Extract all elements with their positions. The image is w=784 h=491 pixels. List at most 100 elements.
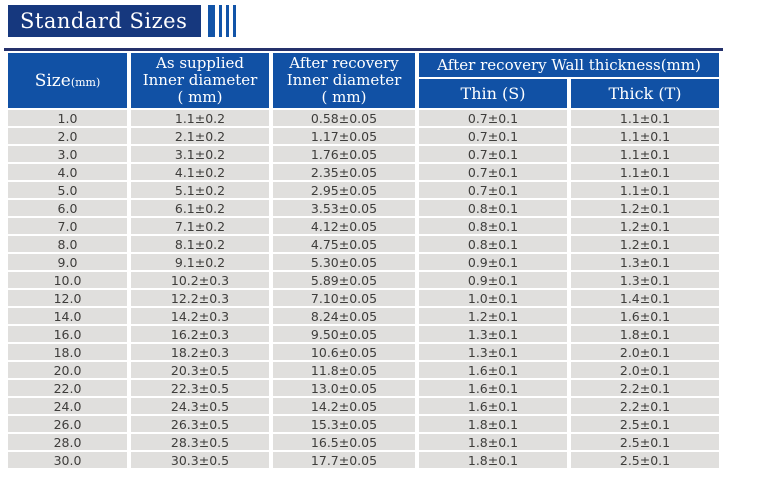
table-cell: 0.8±0.1 bbox=[419, 200, 567, 216]
table-cell: 8.24±0.05 bbox=[273, 308, 415, 324]
table-cell: 0.7±0.1 bbox=[419, 182, 567, 198]
table-cell: 9.1±0.2 bbox=[131, 254, 269, 270]
table-row: 9.0 9.1±0.2 5.30±0.05 0.9±0.1 1.3±0.1 bbox=[8, 254, 719, 270]
table-cell: 7.0 bbox=[8, 218, 127, 234]
table-cell: 28.3±0.5 bbox=[131, 434, 269, 450]
table-cell: 5.89±0.05 bbox=[273, 272, 415, 288]
table-cell: 1.2±0.1 bbox=[571, 218, 719, 234]
table-cell: 26.3±0.5 bbox=[131, 416, 269, 432]
header-line: ( mm) bbox=[177, 87, 223, 106]
table-cell: 16.0 bbox=[8, 326, 127, 342]
table-row: 20.0 20.3±0.5 11.8±0.05 1.6±0.1 2.0±0.1 bbox=[8, 362, 719, 378]
table-cell: 8.1±0.2 bbox=[131, 236, 269, 252]
column-header-thin: Thin (S) bbox=[419, 79, 567, 108]
table-cell: 1.2±0.1 bbox=[419, 308, 567, 324]
accent-bar bbox=[233, 5, 237, 37]
table-cell: 1.6±0.1 bbox=[419, 398, 567, 414]
accent-bar bbox=[208, 5, 216, 37]
accent-bar bbox=[219, 5, 223, 37]
table-cell: 18.2±0.3 bbox=[131, 344, 269, 360]
table-cell: 1.2±0.1 bbox=[571, 236, 719, 252]
table-cell: 1.6±0.1 bbox=[419, 380, 567, 396]
table-cell: 1.0±0.1 bbox=[419, 290, 567, 306]
table-cell: 2.1±0.2 bbox=[131, 128, 269, 144]
table-row: 2.0 2.1±0.2 1.17±0.05 0.7±0.1 1.1±0.1 bbox=[8, 128, 719, 144]
table-cell: 4.75±0.05 bbox=[273, 236, 415, 252]
table-cell: 2.2±0.1 bbox=[571, 380, 719, 396]
table-row: 10.0 10.2±0.3 5.89±0.05 0.9±0.1 1.3±0.1 bbox=[8, 272, 719, 288]
table-cell: 1.76±0.05 bbox=[273, 146, 415, 162]
table-cell: 15.3±0.05 bbox=[273, 416, 415, 432]
table-cell: 0.8±0.1 bbox=[419, 218, 567, 234]
table-cell: 1.8±0.1 bbox=[419, 416, 567, 432]
table-cell: 2.2±0.1 bbox=[571, 398, 719, 414]
table-cell: 26.0 bbox=[8, 416, 127, 432]
table-cell: 10.6±0.05 bbox=[273, 344, 415, 360]
column-header-as-supplied: As supplied Inner diameter ( mm) bbox=[131, 53, 269, 108]
table-cell: 24.3±0.5 bbox=[131, 398, 269, 414]
table-cell: 1.17±0.05 bbox=[273, 128, 415, 144]
table-row: 3.0 3.1±0.2 1.76±0.05 0.7±0.1 1.1±0.1 bbox=[8, 146, 719, 162]
title-banner: Standard Sizes bbox=[8, 5, 240, 37]
table-row: 26.0 26.3±0.5 15.3±0.05 1.8±0.1 2.5±0.1 bbox=[8, 416, 719, 432]
table-cell: 4.0 bbox=[8, 164, 127, 180]
table-cell: 1.1±0.1 bbox=[571, 164, 719, 180]
table-cell: 2.5±0.1 bbox=[571, 416, 719, 432]
table-row: 30.0 30.3±0.5 17.7±0.05 1.8±0.1 2.5±0.1 bbox=[8, 452, 719, 468]
table-cell: 0.8±0.1 bbox=[419, 236, 567, 252]
table-cell: 13.0±0.05 bbox=[273, 380, 415, 396]
table-cell: 4.12±0.05 bbox=[273, 218, 415, 234]
table-cell: 2.35±0.05 bbox=[273, 164, 415, 180]
table-cell: 5.0 bbox=[8, 182, 127, 198]
table-cell: 0.9±0.1 bbox=[419, 254, 567, 270]
table-cell: 1.1±0.1 bbox=[571, 182, 719, 198]
table-cell: 3.0 bbox=[8, 146, 127, 162]
table-row: 8.0 8.1±0.2 4.75±0.05 0.8±0.1 1.2±0.1 bbox=[8, 236, 719, 252]
table-cell: 9.0 bbox=[8, 254, 127, 270]
header-line: ( mm) bbox=[321, 87, 367, 106]
table-cell: 1.6±0.1 bbox=[571, 308, 719, 324]
table-row: 22.0 22.3±0.5 13.0±0.05 1.6±0.1 2.2±0.1 bbox=[8, 380, 719, 396]
table-cell: 14.2±0.05 bbox=[273, 398, 415, 414]
table-cell: 1.1±0.1 bbox=[571, 146, 719, 162]
table-row: 6.0 6.1±0.2 3.53±0.05 0.8±0.1 1.2±0.1 bbox=[8, 200, 719, 216]
table-cell: 10.2±0.3 bbox=[131, 272, 269, 288]
accent-bar bbox=[226, 5, 230, 37]
table-cell: 7.1±0.2 bbox=[131, 218, 269, 234]
table-cell: 5.30±0.05 bbox=[273, 254, 415, 270]
table-cell: 20.0 bbox=[8, 362, 127, 378]
table-cell: 30.3±0.5 bbox=[131, 452, 269, 468]
table-cell: 24.0 bbox=[8, 398, 127, 414]
header-line: Inner diameter bbox=[286, 71, 402, 90]
table-cell: 1.0 bbox=[8, 110, 127, 126]
table-row: 7.0 7.1±0.2 4.12±0.05 0.8±0.1 1.2±0.1 bbox=[8, 218, 719, 234]
table-cell: 16.5±0.05 bbox=[273, 434, 415, 450]
table-cell: 17.7±0.05 bbox=[273, 452, 415, 468]
table-cell: 2.5±0.1 bbox=[571, 452, 719, 468]
table-cell: 12.2±0.3 bbox=[131, 290, 269, 306]
table-row: 12.0 12.2±0.3 7.10±0.05 1.0±0.1 1.4±0.1 bbox=[8, 290, 719, 306]
table-cell: 2.5±0.1 bbox=[571, 434, 719, 450]
column-header-wall-thickness: After recovery Wall thickness(mm) bbox=[419, 53, 719, 77]
header-line: As supplied bbox=[156, 54, 244, 73]
table-cell: 11.8±0.05 bbox=[273, 362, 415, 378]
column-header-thick: Thick (T) bbox=[571, 79, 719, 108]
table-row: 4.0 4.1±0.2 2.35±0.05 0.7±0.1 1.1±0.1 bbox=[8, 164, 719, 180]
table-row: 18.0 18.2±0.3 10.6±0.05 1.3±0.1 2.0±0.1 bbox=[8, 344, 719, 360]
table-cell: 4.1±0.2 bbox=[131, 164, 269, 180]
table-cell: 0.7±0.1 bbox=[419, 146, 567, 162]
table-cell: 22.3±0.5 bbox=[131, 380, 269, 396]
table-cell: 0.7±0.1 bbox=[419, 128, 567, 144]
header-line: Inner diameter bbox=[142, 71, 258, 90]
table-cell: 18.0 bbox=[8, 344, 127, 360]
table-cell: 1.1±0.2 bbox=[131, 110, 269, 126]
table-cell: 5.1±0.2 bbox=[131, 182, 269, 198]
table-cell: 12.0 bbox=[8, 290, 127, 306]
table-cell: 8.0 bbox=[8, 236, 127, 252]
table-row: 14.0 14.2±0.3 8.24±0.05 1.2±0.1 1.6±0.1 bbox=[8, 308, 719, 324]
table-row: 16.0 16.2±0.3 9.50±0.05 1.3±0.1 1.8±0.1 bbox=[8, 326, 719, 342]
table-cell: 9.50±0.05 bbox=[273, 326, 415, 342]
table-cell: 1.8±0.1 bbox=[571, 326, 719, 342]
column-header-size-unit: (mm) bbox=[70, 75, 101, 89]
